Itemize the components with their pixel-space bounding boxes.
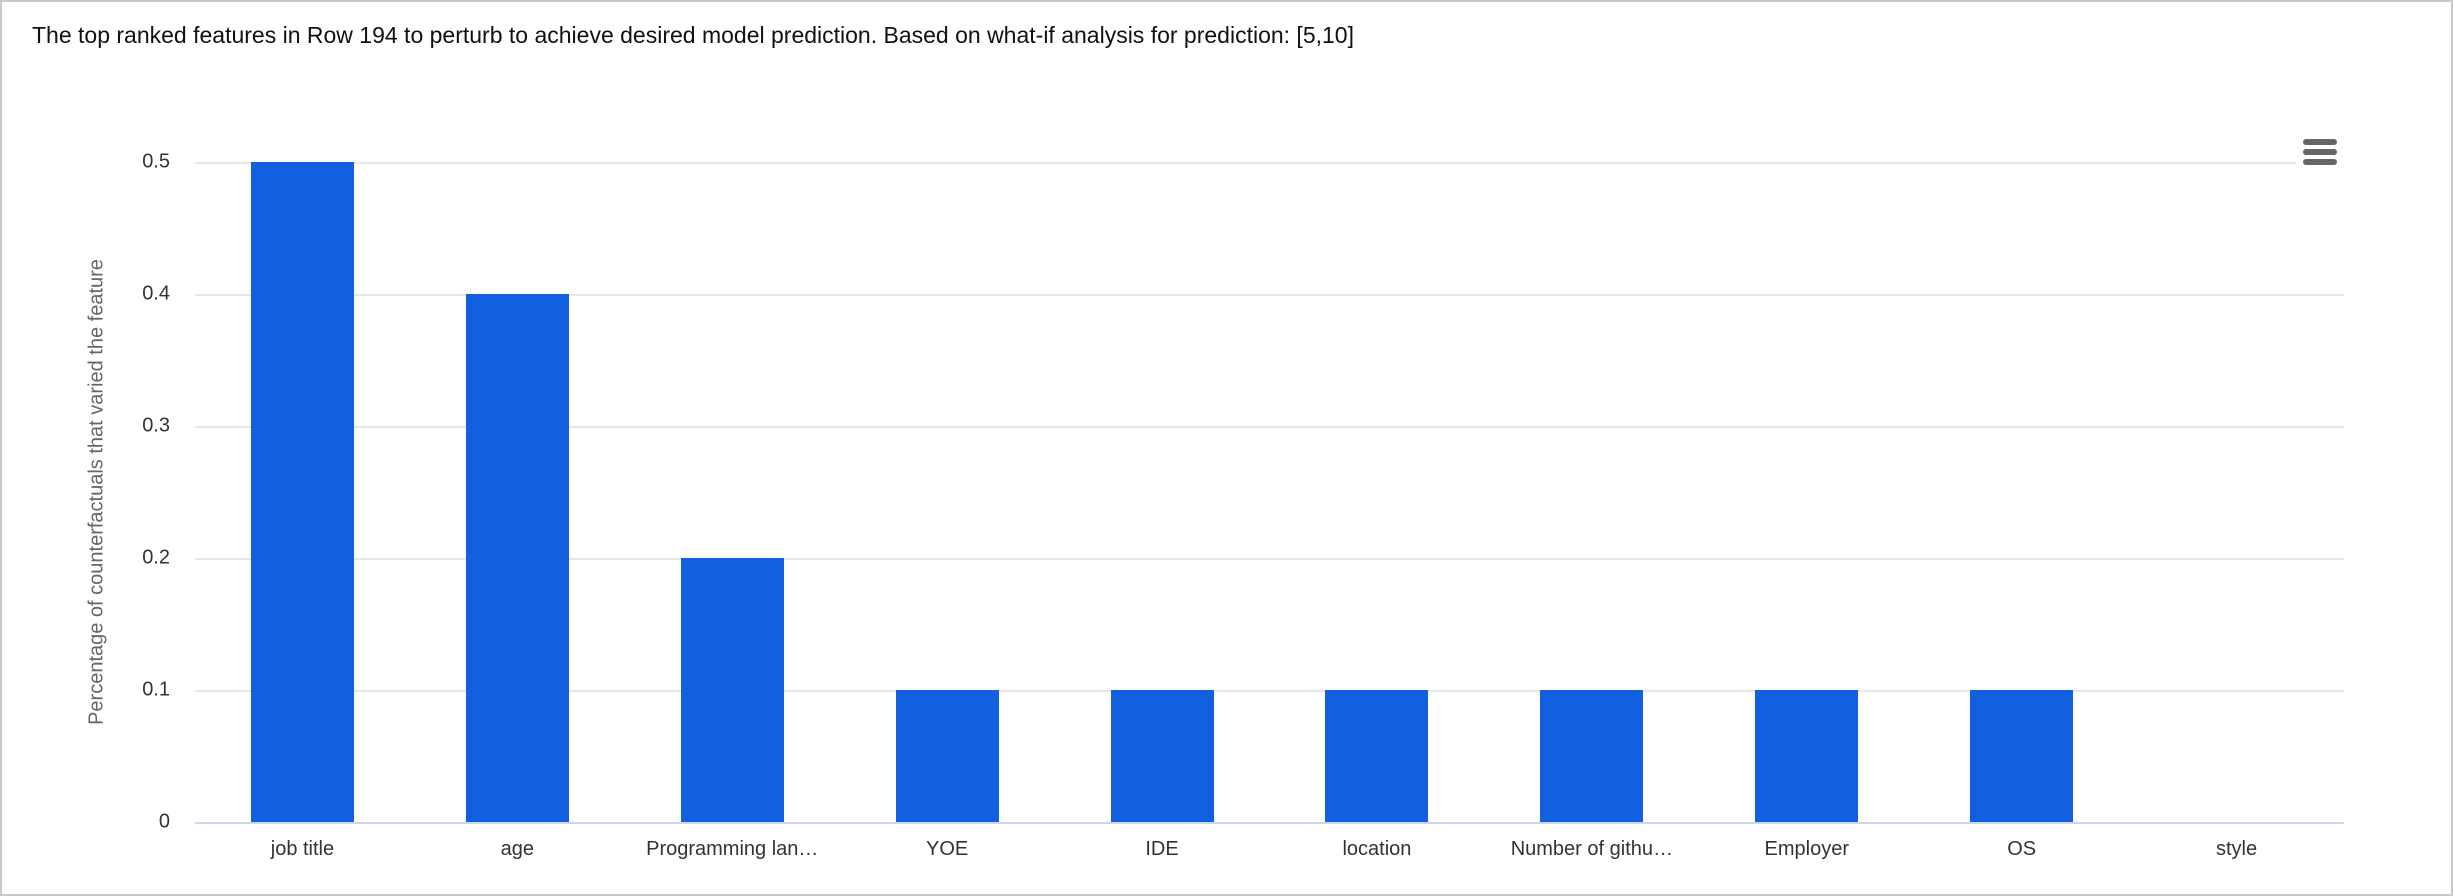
gridline bbox=[195, 690, 2344, 692]
gridline bbox=[195, 426, 2344, 428]
y-axis-tick-labels: 0 0.1 0.2 0.3 0.4 0.5 bbox=[2, 151, 170, 833]
bar[interactable] bbox=[1325, 690, 1429, 822]
x-axis-line bbox=[195, 822, 2344, 824]
bar[interactable] bbox=[680, 558, 784, 822]
x-tick-label: IDE bbox=[1145, 838, 1179, 860]
bar[interactable] bbox=[1970, 690, 2074, 822]
x-tick-label: Number of githu… bbox=[1510, 838, 1673, 860]
bar[interactable] bbox=[465, 294, 569, 822]
bar[interactable] bbox=[1540, 690, 1644, 822]
y-tick-label: 0.3 bbox=[142, 414, 170, 437]
plot-area bbox=[195, 162, 2344, 824]
y-tick-label: 0.2 bbox=[142, 546, 170, 569]
chart-title: The top ranked features in Row 194 to pe… bbox=[32, 22, 1354, 48]
x-axis-tick-labels: job title age Programming lan… YOE IDE locati… bbox=[195, 838, 2344, 878]
x-tick-label: job title bbox=[270, 838, 335, 860]
y-tick-label: 0.5 bbox=[142, 150, 170, 173]
bar[interactable] bbox=[895, 690, 999, 822]
hamburger-menu-icon bbox=[2303, 139, 2337, 165]
x-tick-label: YOE bbox=[926, 838, 969, 860]
x-tick-label: OS bbox=[2007, 838, 2037, 860]
bar[interactable] bbox=[1755, 690, 1859, 822]
x-tick-label: location bbox=[1342, 838, 1412, 860]
gridline bbox=[195, 294, 2344, 296]
y-tick-label: 0 bbox=[158, 810, 170, 833]
gridline bbox=[195, 162, 2344, 164]
bar[interactable] bbox=[1110, 690, 1214, 822]
chart-context-menu-button[interactable] bbox=[2296, 131, 2344, 173]
gridline bbox=[195, 558, 2344, 560]
x-tick-label: Programming lan… bbox=[646, 838, 819, 860]
x-tick-label: Employer bbox=[1764, 838, 1849, 860]
x-tick-label: style bbox=[2215, 838, 2258, 860]
y-tick-label: 0.1 bbox=[142, 678, 170, 701]
y-tick-label: 0.4 bbox=[142, 282, 170, 305]
x-tick-label: age bbox=[500, 838, 535, 860]
bar[interactable] bbox=[250, 162, 354, 822]
